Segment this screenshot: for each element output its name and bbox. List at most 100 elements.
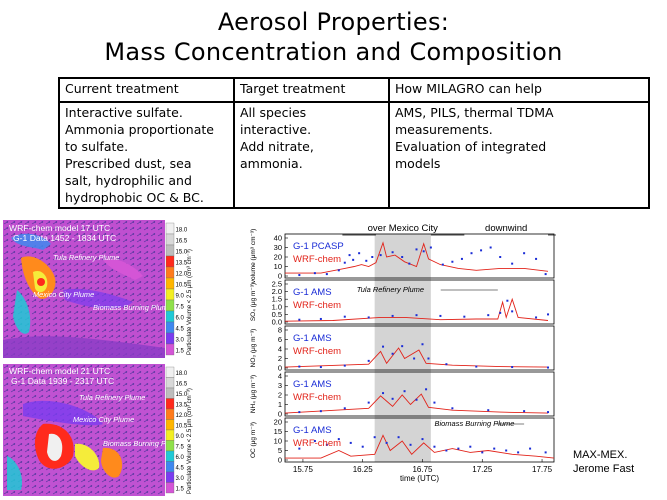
obs-point [313, 440, 316, 442]
colorbar-tick-label: 3.0 [176, 337, 185, 343]
map-title-line-1: WRF-chem model 21 UTC [9, 366, 110, 376]
table-row: Interactive sulfate. Ammonia proportiona… [58, 101, 650, 209]
colorbar-swatch [165, 366, 175, 378]
colorbar-tick-label: 16.5 [176, 238, 188, 244]
colorbar-swatch [165, 440, 175, 452]
obs-point [451, 407, 454, 410]
y-tick-label: 20 [274, 253, 282, 262]
model-series-line [284, 297, 549, 322]
map-colorbar: 18.0 16.5 15.0 13.5 12.0 10.5 9.0 7.5 6.0 4.5 3.0 1… [165, 222, 188, 356]
y-tick-label: 2 [278, 354, 282, 363]
panel-frame [284, 279, 555, 325]
obs-point [441, 263, 444, 266]
map-label-biomass: Biomass Burning Plume [93, 303, 172, 312]
model-map-17utc: WRF-chem model 17 UTC G-1 Data 1452 - 18… [3, 220, 193, 358]
header-current-treatment: Current treatment [58, 77, 235, 103]
x-tick-label: 17.25 [472, 465, 493, 474]
obs-point [385, 441, 388, 444]
y-tick-label: 0 [278, 272, 282, 281]
obs-point [352, 258, 355, 261]
panel-frame [284, 371, 555, 417]
obs-point [348, 254, 351, 257]
x-tick-label: 15.75 [293, 465, 314, 474]
y-axis-label: NH₄ (μg m⁻³) [250, 375, 257, 413]
colorbar-tick-label: 10.5 [176, 423, 188, 429]
table-header-row: Current treatment Target treatment How M… [58, 77, 650, 103]
cell-line: hydrophobic OC & BC. [65, 190, 204, 205]
obs-point [523, 252, 526, 255]
colorbar-swatch [165, 321, 175, 334]
colorbar-tick-label: 3.0 [176, 476, 185, 482]
obs-point [409, 443, 412, 446]
obs-point [547, 313, 550, 316]
y-tick-label: 0 [278, 410, 282, 419]
y-tick-label: 2.0 [272, 287, 282, 296]
y-tick-label: 40 [274, 234, 282, 243]
obs-point [413, 357, 416, 360]
obs-point [493, 447, 496, 450]
cell-line: Add nitrate, [240, 139, 314, 154]
obs-point [480, 249, 483, 252]
y-tick-label: 6 [278, 335, 282, 344]
panel-annotation: Tula Refinery Plume [357, 285, 424, 294]
colorbar-swatch [165, 387, 175, 399]
obs-point [325, 443, 328, 446]
colorbar-swatch [165, 255, 175, 268]
colorbar-swatch [165, 377, 175, 389]
cell-line: Ammonia proportionate [65, 122, 214, 137]
colorbar-tick-label: 13.5 [176, 260, 188, 266]
obs-point [505, 449, 508, 452]
obs-point [429, 246, 432, 249]
obs-point [547, 411, 550, 414]
obs-point [382, 392, 385, 395]
obs-point [391, 352, 394, 355]
panel-frame [284, 417, 555, 463]
colorbar-tick-label: 4.5 [176, 465, 185, 471]
obs-point [391, 314, 394, 317]
y-tick-label: 30 [274, 243, 282, 252]
obs-point [460, 257, 463, 260]
obs-point [427, 357, 430, 360]
y-tick-label: 1 [278, 400, 282, 409]
cell-current-treatment: Interactive sulfate. Ammonia proportiona… [58, 101, 235, 209]
legend-model: WRF-chem [293, 346, 341, 357]
y-tick-label: 4 [278, 372, 282, 381]
obs-point [422, 250, 425, 253]
y-axis-label: volume (μm³ cm⁻³) [250, 229, 257, 283]
obs-point [403, 390, 406, 393]
colorbar-swatch [165, 288, 175, 301]
obs-point [421, 343, 424, 346]
obs-point [343, 407, 346, 410]
colorbar-swatch [165, 482, 175, 494]
obs-point [298, 318, 301, 321]
y-tick-label: 15 [274, 427, 282, 436]
colorbar-label: Particulate Volume < 2.5 μm (cm³ cm⁻³) [187, 249, 193, 355]
panel-frame [284, 325, 555, 371]
time-series-chart: over Mexico City downwind010203040volume … [250, 223, 556, 483]
legend-obs: G-1 PCASP [293, 241, 344, 252]
obs-point [470, 252, 473, 255]
cell-line: interactive. [240, 122, 312, 137]
obs-point [365, 259, 368, 262]
obs-point [343, 364, 346, 367]
legend-obs: G-1 AMS [293, 379, 332, 390]
cell-line: to sulfate. [65, 139, 129, 154]
model-series-line [285, 434, 555, 459]
obs-point [511, 262, 514, 265]
colorbar-swatch [165, 299, 175, 312]
cell-line: measurements. [395, 122, 493, 137]
obs-point [499, 311, 502, 314]
obs-point [379, 254, 382, 257]
map-label-biomass: Biomass Burning Plume [103, 439, 182, 448]
obs-point [391, 397, 394, 400]
obs-point [439, 314, 442, 317]
y-tick-label: 10 [274, 262, 282, 271]
obs-point [523, 410, 526, 413]
obs-point [391, 251, 394, 254]
region-label-over-city: over Mexico City [368, 223, 438, 234]
y-tick-label: 2.5 [272, 280, 282, 289]
obs-point [319, 366, 322, 369]
obs-point [463, 315, 466, 318]
